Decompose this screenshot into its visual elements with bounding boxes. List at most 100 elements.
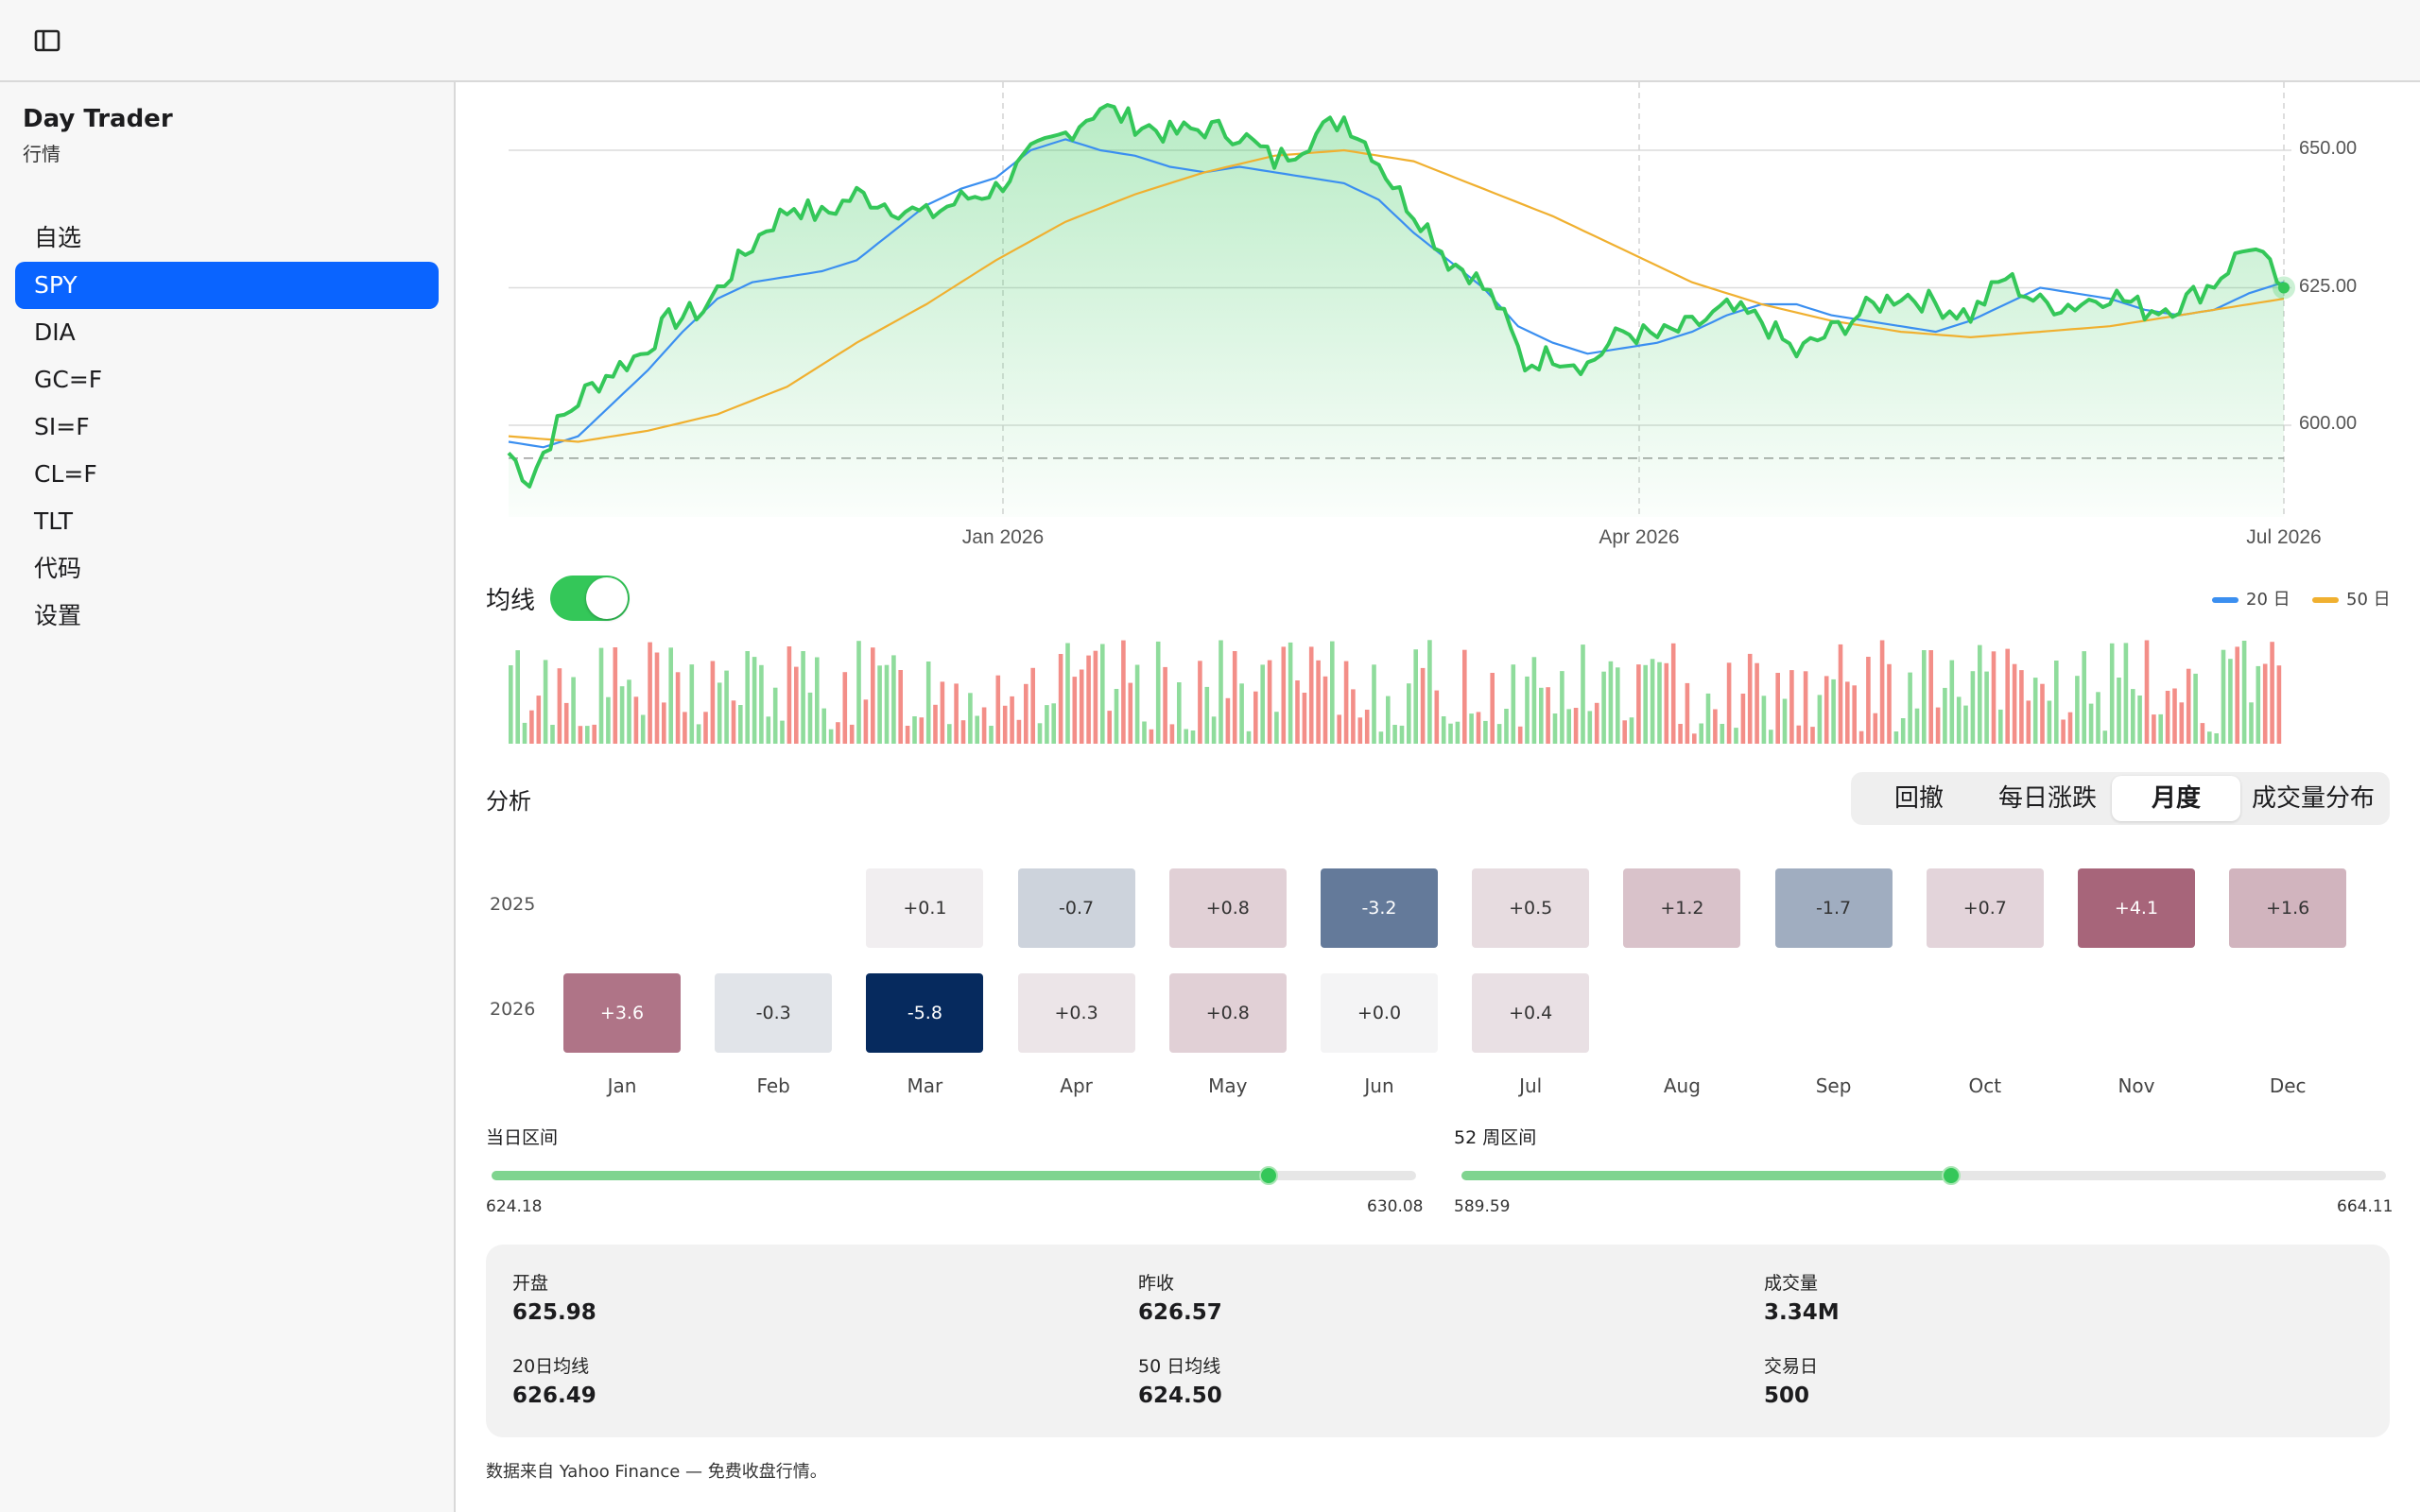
heatmap-cell[interactable]: -1.7 (1774, 868, 1893, 948)
heatmap-cell[interactable]: +0.5 (1472, 868, 1590, 948)
volume-bar (954, 683, 959, 744)
volume-bar (1838, 644, 1843, 744)
volume-bar (1963, 705, 1968, 744)
volume-bar (1643, 664, 1648, 744)
tab-volume-profile[interactable]: 成交量分布 (2251, 784, 2375, 813)
volume-bar (905, 726, 910, 744)
tab-drawdown[interactable]: 回撤 (1893, 784, 1944, 813)
volume-bar (1496, 724, 1502, 744)
moving-average-label: 均线 (486, 587, 536, 615)
volume-bar (2193, 673, 2198, 744)
sidebar-item-tlt[interactable]: TLT (34, 507, 74, 535)
volume-bar (947, 724, 952, 744)
volume-bar (578, 726, 583, 744)
day-range-marker (1258, 1166, 1278, 1185)
volume-bar (598, 647, 604, 744)
volume-bar (1399, 725, 1405, 744)
volume-bar (2186, 668, 2191, 744)
heatmap-cell[interactable]: -0.3 (715, 973, 833, 1053)
volume-bar (1343, 661, 1349, 744)
chart-plot (507, 103, 2295, 517)
volume-bar (1928, 650, 1933, 744)
day-range-label: 当日区间 (486, 1127, 559, 1148)
volume-bar (2088, 703, 2094, 744)
volume-bar (1198, 661, 1202, 744)
volume-bar (912, 716, 917, 744)
volume-bar (821, 708, 826, 744)
volume-bar (1908, 672, 1912, 744)
price-chart[interactable]: 650.00 625.00 600.00 Jan 2026 Apr 2026 J… (456, 82, 2420, 564)
volume-bar (1149, 729, 1154, 744)
volume-bar (648, 642, 652, 744)
legend-swatch-orange (2312, 597, 2339, 603)
stat-value: 500 (1764, 1383, 1810, 1408)
year-label: 2025 (490, 894, 536, 915)
volume-bar (877, 665, 882, 744)
volume-bar (1914, 708, 1920, 744)
moving-average-toggle[interactable] (550, 576, 630, 621)
volume-bar (1267, 660, 1272, 744)
heatmap-cell[interactable]: +0.8 (1168, 973, 1287, 1053)
heatmap-cell[interactable]: +1.6 (2229, 868, 2347, 948)
volume-bar (1587, 711, 1593, 744)
sidebar-item-cl[interactable]: CL=F (34, 460, 97, 488)
sidebar-item-settings[interactable]: 设置 (34, 602, 82, 629)
volume-bar (1420, 667, 1426, 744)
heatmap-cell[interactable]: +0.3 (1017, 973, 1135, 1053)
sidebar-item-symbols[interactable]: 代码 (34, 555, 82, 582)
heatmap-cell[interactable]: +1.2 (1623, 868, 1741, 948)
volume-bar (1775, 673, 1780, 744)
volume-bar (1351, 689, 1356, 744)
volume-bar (1427, 640, 1432, 744)
heatmap-cell[interactable]: -3.2 (1321, 868, 1438, 948)
volume-bar (1531, 657, 1537, 744)
volume-bar (1956, 696, 1962, 744)
volume-bar (2256, 665, 2261, 744)
heatmap-cell[interactable]: -0.7 (1017, 868, 1135, 948)
heatmap-cell[interactable]: +0.8 (1168, 868, 1287, 948)
sidebar-item-watchlist[interactable]: 自选 (34, 224, 82, 251)
volume-bar (1274, 712, 1279, 744)
heatmap-cell[interactable]: +4.1 (2078, 868, 2195, 948)
volume-bar (1685, 682, 1690, 744)
tab-daily-change[interactable]: 每日涨跌 (1997, 784, 2097, 813)
stat-value: 626.49 (512, 1383, 596, 1408)
volume-bar (1260, 664, 1265, 744)
heatmap-cell[interactable]: +0.1 (866, 868, 984, 948)
tab-monthly[interactable]: 月度 (2112, 776, 2240, 821)
heatmap-cell[interactable]: +0.0 (1321, 973, 1438, 1053)
volume-bar (919, 717, 925, 744)
app-subtitle: 行情 (23, 143, 60, 165)
volume-bar (613, 647, 618, 744)
volume-bar (1448, 723, 1453, 744)
volume-bar (571, 677, 576, 744)
sidebar-toggle-icon[interactable] (32, 26, 64, 55)
volume-bar (2040, 683, 2045, 744)
heatmap-cell[interactable]: +0.7 (1926, 868, 2044, 948)
sidebar-item-si[interactable]: SI=F (34, 413, 90, 440)
volume-bar (1441, 716, 1446, 744)
heatmap-cell[interactable]: -5.8 (866, 973, 984, 1053)
volume-bar (1211, 716, 1217, 744)
volume-bar (1970, 671, 1976, 744)
volume-bar (2019, 670, 2024, 744)
volume-bar (1922, 650, 1927, 744)
volume-bar (557, 668, 562, 744)
volume-bar (2054, 661, 2059, 744)
volume-bar (1079, 669, 1084, 744)
volume-bar (1058, 654, 1063, 744)
volume-bar (828, 729, 834, 744)
volume-bar (2082, 651, 2086, 744)
month-label: Jun (1364, 1074, 1394, 1097)
heatmap-cell[interactable]: +0.4 (1472, 973, 1590, 1053)
volume-bar (1879, 640, 1885, 744)
sidebar-item-spy[interactable]: SPY (15, 262, 439, 309)
volume-bar (619, 686, 625, 744)
volume-bar (1511, 664, 1516, 744)
volume-bar (1302, 693, 1307, 744)
legend-label: 50 日 (2346, 590, 2391, 610)
sidebar-item-dia[interactable]: DIA (34, 318, 76, 346)
volume-bar (689, 664, 695, 744)
heatmap-cell[interactable]: +3.6 (563, 973, 681, 1053)
sidebar-item-gc[interactable]: GC=F (34, 366, 103, 393)
